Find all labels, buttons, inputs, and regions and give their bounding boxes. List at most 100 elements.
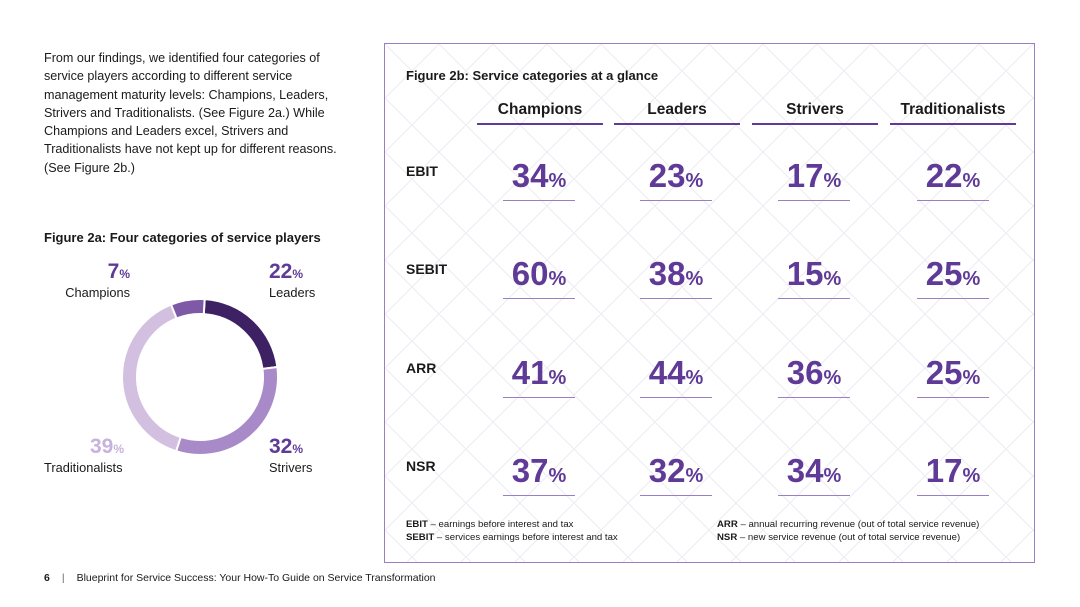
leaders-name: Leaders [269,285,316,300]
column-header-leaders: Leaders [614,101,740,125]
legend-right: ARR – annual recurring revenue (out of t… [717,518,979,544]
legend-ebit-text: – earnings before interest and tax [427,519,574,530]
column-header-strivers: Strivers [752,101,878,125]
cell-arr-traditionalists: 25% [917,355,989,398]
cell-pct: % [685,170,704,192]
footer-title: Blueprint for Service Success: Your How-… [76,572,436,584]
cell-pct: % [962,465,981,487]
legend-arr-text: – annual recurring revenue (out of total… [737,519,980,530]
cell-nsr-strivers: 34% [778,453,850,496]
leaders-value: 22 [269,260,293,283]
cell-pct: % [962,268,981,290]
cell-value: 41 [511,354,549,391]
donut-slice-strivers [174,365,279,456]
column-header-champions: Champions [477,101,603,125]
cell-arr-leaders: 44% [640,355,712,398]
legend-sebit: SEBIT – services earnings before interes… [406,531,618,544]
figure-2b-title: Figure 2b: Service categories at a glanc… [406,68,659,83]
cell-pct: % [962,170,981,192]
legend-nsr: NSR – new service revenue (out of total … [717,531,979,544]
cell-value: 32 [648,452,686,489]
legend-sebit-abbr: SEBIT [406,532,435,543]
donut-slice-champions [169,298,206,320]
traditionalists-value: 39 [90,435,114,458]
legend-left: EBIT – earnings before interest and tax … [406,518,618,544]
donut-slice-leaders [202,298,279,371]
label-traditionalists: 39% Traditionalists [44,435,125,476]
traditionalists-pct: % [113,442,125,456]
legend-nsr-text: – new service revenue (out of total serv… [737,532,961,543]
label-leaders: 22% Leaders [269,260,316,301]
intro-paragraph: From our findings, we identified four ca… [44,51,337,175]
cell-pct: % [548,367,567,389]
cell-pct: % [685,465,704,487]
cell-pct: % [548,170,567,192]
cell-value: 22 [925,157,963,194]
strivers-name: Strivers [269,460,313,475]
column-header-traditionalists: Traditionalists [890,101,1016,125]
grid-pattern-background [385,44,1034,562]
cell-value: 17 [925,452,963,489]
cell-pct: % [823,465,842,487]
cell-nsr-traditionalists: 17% [917,453,989,496]
legend-ebit-abbr: EBIT [406,519,428,530]
strivers-value: 32 [269,435,293,458]
cell-value: 60 [511,255,549,292]
champions-pct: % [119,267,130,281]
cell-value: 37 [511,452,549,489]
cell-pct: % [685,367,704,389]
strivers-pct: % [292,442,304,456]
cell-value: 34 [786,452,824,489]
cell-pct: % [548,268,567,290]
cell-value: 15 [786,255,824,292]
cell-ebit-traditionalists: 22% [917,158,989,201]
cell-value: 23 [648,157,686,194]
cell-pct: % [685,268,704,290]
cell-pct: % [823,367,842,389]
row-header-arr: ARR [406,360,437,376]
cell-value: 17 [786,157,824,194]
cell-sebit-leaders: 38% [640,256,712,299]
label-champions: 7% Champions [58,260,130,301]
legend-arr: ARR – annual recurring revenue (out of t… [717,518,979,531]
cell-pct: % [823,170,842,192]
cell-pct: % [962,367,981,389]
legend-sebit-text: – services earnings before interest and … [434,532,618,543]
champions-name: Champions [65,285,130,300]
figure-2b-panel: Figure 2b: Service categories at a glanc… [384,43,1035,563]
cell-value: 25 [925,255,963,292]
donut-svg [121,298,279,456]
legend-ebit: EBIT – earnings before interest and tax [406,518,618,531]
page-number: 6 [44,572,50,584]
row-header-nsr: NSR [406,458,436,474]
cell-sebit-champions: 60% [503,256,575,299]
cell-value: 34 [511,157,549,194]
cell-nsr-leaders: 32% [640,453,712,496]
cell-ebit-leaders: 23% [640,158,712,201]
cell-arr-champions: 41% [503,355,575,398]
cell-ebit-strivers: 17% [778,158,850,201]
champions-value: 7 [107,260,120,283]
legend-arr-abbr: ARR [717,519,738,530]
leaders-pct: % [292,267,304,281]
cell-value: 38 [648,255,686,292]
cell-sebit-traditionalists: 25% [917,256,989,299]
legend-nsr-abbr: NSR [717,532,738,543]
traditionalists-name: Traditionalists [44,460,123,475]
row-header-sebit: SEBIT [406,261,448,277]
figure-2a-title: Figure 2a: Four categories of service pl… [44,230,321,245]
cell-pct: % [823,268,842,290]
cell-pct: % [548,465,567,487]
page-footer: 6 | Blueprint for Service Success: Your Ho… [44,572,436,584]
cell-ebit-champions: 34% [503,158,575,201]
cell-arr-strivers: 36% [778,355,850,398]
donut-slice-traditionalists [121,303,182,453]
label-strivers: 32% Strivers [269,435,313,476]
figure-2a-donut-chart: 7% Champions 22% Leaders 32% Strivers 39… [44,255,344,480]
cell-value: 25 [925,354,963,391]
cell-nsr-champions: 37% [503,453,575,496]
cell-sebit-strivers: 15% [778,256,850,299]
cell-value: 36 [786,354,824,391]
footer-separator: | [61,572,65,584]
row-header-ebit: EBIT [406,163,438,179]
